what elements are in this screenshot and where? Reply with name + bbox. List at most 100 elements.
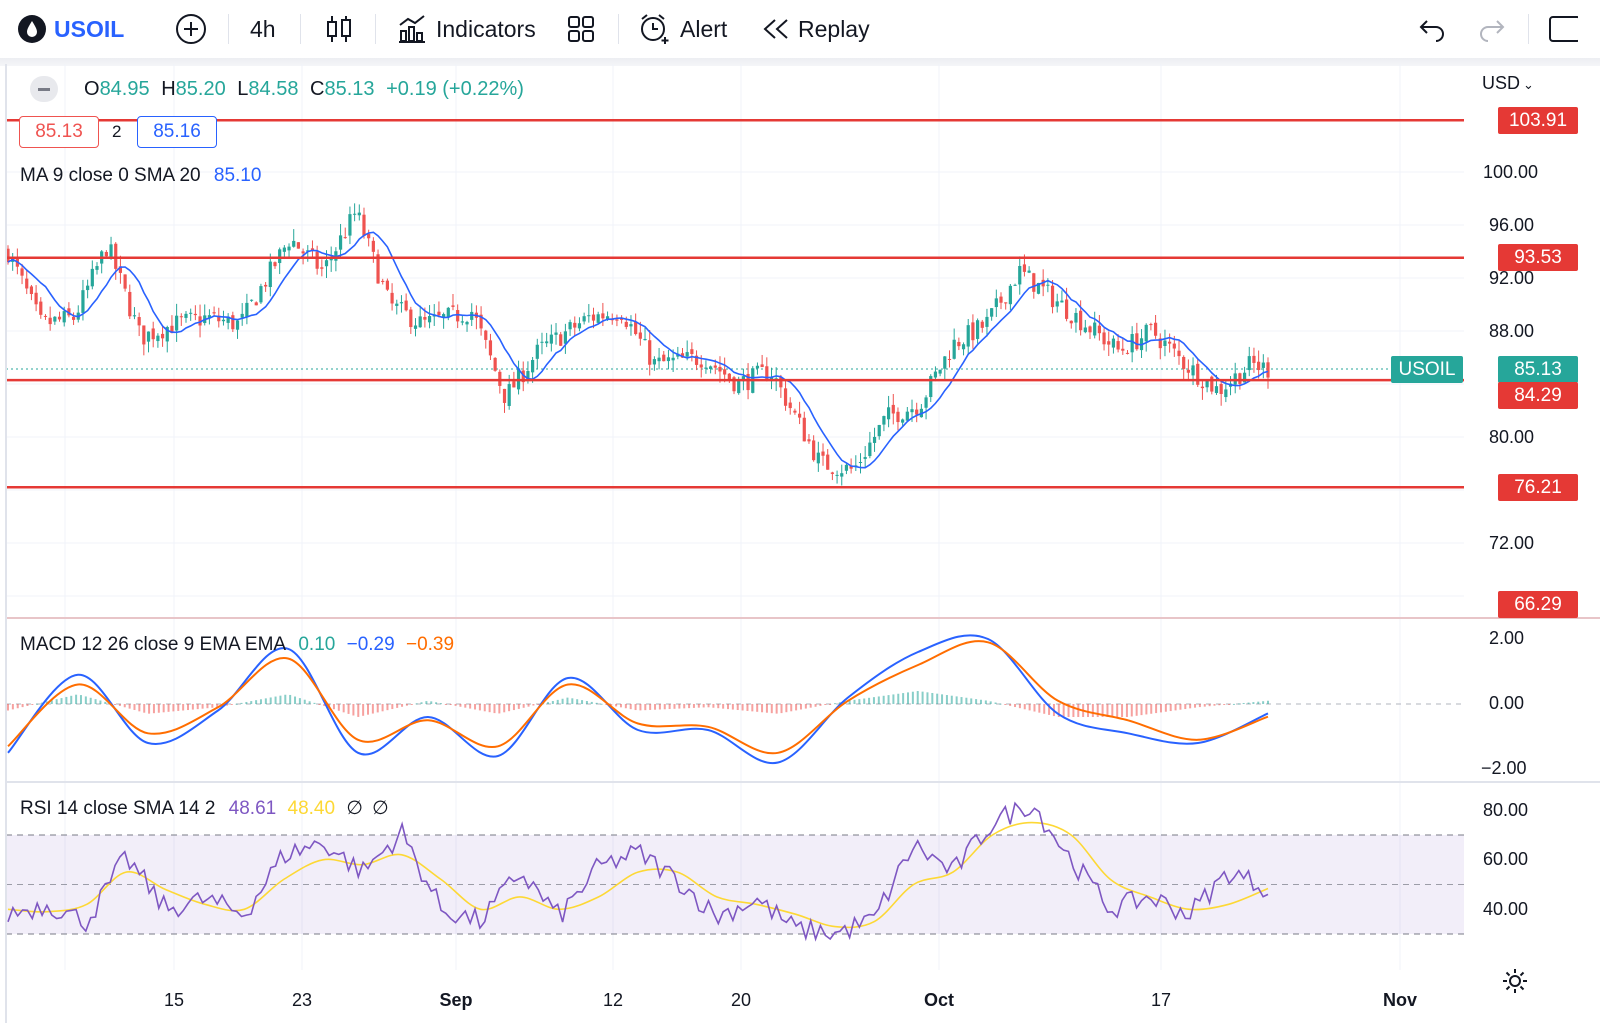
- macd-histogram-bar: [1145, 704, 1148, 715]
- macd-histogram-bar: [138, 704, 141, 712]
- candle-body: [292, 240, 296, 247]
- candle-body: [245, 302, 249, 318]
- candle: [896, 407, 900, 431]
- candle: [254, 301, 258, 306]
- level-price-tag[interactable]: 103.91: [1498, 107, 1578, 134]
- price-axis-label: 96.00: [1489, 215, 1535, 235]
- candle-body: [1144, 324, 1148, 342]
- candle: [638, 321, 642, 346]
- level-price-tag[interactable]: 84.29: [1498, 382, 1578, 409]
- macd-histogram-bar: [1189, 704, 1192, 709]
- compare-symbol-button[interactable]: [175, 0, 207, 58]
- candle: [437, 301, 441, 318]
- indicators-button[interactable]: Indicators: [396, 0, 536, 58]
- toolbar-divider: [228, 14, 229, 44]
- candle: [1257, 350, 1261, 379]
- ma-legend[interactable]: MA 9 close 0 SMA 20 85.10: [20, 165, 261, 187]
- candle: [109, 236, 113, 260]
- macd-histogram-bar: [1213, 704, 1216, 706]
- macd-histogram-bar: [600, 703, 603, 705]
- macd-histogram-bar: [1116, 704, 1119, 717]
- candle-body: [652, 359, 656, 365]
- replay-button[interactable]: Replay: [762, 0, 870, 58]
- interval-button[interactable]: 4h: [250, 0, 276, 58]
- candle-body: [573, 322, 577, 328]
- symbol-search[interactable]: USOIL: [18, 0, 124, 58]
- macd-histogram-bar: [50, 700, 53, 704]
- candle-body: [666, 357, 671, 362]
- layout-button[interactable]: [1548, 0, 1578, 58]
- last-price-tag: 85.13: [1498, 356, 1578, 383]
- candle: [844, 462, 849, 475]
- macd-histogram-bar: [75, 694, 78, 704]
- alert-button[interactable]: Alert: [638, 0, 727, 58]
- candle-body: [104, 251, 108, 257]
- macd-axis-label: −2.00: [1481, 758, 1527, 778]
- macd-histogram-bar: [298, 698, 301, 704]
- candle: [694, 350, 699, 371]
- candle-body: [797, 413, 802, 418]
- candle-body: [535, 344, 539, 359]
- candle: [779, 374, 783, 398]
- indicators-chart-icon: [399, 15, 425, 43]
- collapse-legend-button[interactable]: [30, 76, 58, 102]
- macd-histogram-bar: [435, 702, 438, 704]
- candle-body: [1257, 361, 1261, 371]
- candle: [474, 305, 479, 330]
- macd-histogram-bar: [1174, 704, 1177, 711]
- candle: [666, 349, 671, 370]
- buy-button[interactable]: 85.16: [137, 116, 217, 148]
- macd-histogram-bar: [746, 704, 749, 711]
- candle-body: [95, 266, 99, 270]
- candle: [788, 397, 792, 415]
- candle: [1186, 359, 1190, 382]
- macd-histogram-bar: [26, 704, 29, 706]
- macd-histogram-bar: [936, 693, 939, 704]
- candle: [320, 259, 324, 277]
- macd-histogram-bar: [191, 704, 194, 710]
- candle: [980, 319, 984, 333]
- macd-histogram-bar: [230, 704, 233, 705]
- level-price-tag[interactable]: 93.53: [1498, 244, 1578, 271]
- candle: [568, 319, 572, 336]
- rsi-axis-label: 60.00: [1483, 849, 1529, 869]
- macd-histogram-bar: [123, 704, 126, 708]
- chart-settings-button[interactable]: [1502, 968, 1528, 999]
- candle: [343, 227, 347, 239]
- candle-body: [812, 440, 816, 461]
- redo-button[interactable]: [1478, 0, 1506, 58]
- rsi-legend[interactable]: RSI 14 close SMA 14 2 48.61 48.40 ∅ ∅: [20, 797, 389, 820]
- macd-histogram-bar: [984, 700, 987, 704]
- level-price-tag[interactable]: 76.21: [1498, 474, 1578, 501]
- currency-selector[interactable]: USD ⌄: [1482, 73, 1534, 94]
- candle-body: [779, 376, 783, 388]
- alert-label: Alert: [680, 15, 728, 42]
- candle-body: [362, 214, 366, 236]
- candle-body: [994, 298, 998, 308]
- macd-histogram-bar: [362, 704, 365, 716]
- level-price-tag[interactable]: 66.29: [1498, 591, 1578, 618]
- undo-button[interactable]: [1418, 0, 1446, 58]
- candle-body: [437, 311, 441, 316]
- templates-button[interactable]: [567, 0, 595, 58]
- macd-histogram-bar: [459, 704, 462, 707]
- candle: [451, 293, 455, 311]
- macd-histogram-bar: [16, 704, 19, 709]
- macd-histogram-bar: [1067, 704, 1070, 717]
- macd-histogram-bar: [1179, 704, 1182, 710]
- macd-histogram-bar: [1130, 704, 1133, 717]
- candle-body: [324, 260, 329, 267]
- candle-body: [1060, 300, 1064, 303]
- candle: [1205, 379, 1209, 393]
- macd-histogram-bar: [877, 696, 880, 704]
- candle-body: [57, 316, 62, 320]
- macd-histogram-bar: [775, 704, 778, 714]
- candle-body: [249, 299, 254, 301]
- chart-type-button[interactable]: [325, 0, 353, 58]
- macd-legend[interactable]: MACD 12 26 close 9 EMA EMA 0.10 −0.29 −0…: [20, 634, 454, 656]
- candle: [53, 316, 57, 325]
- macd-histogram-bar: [945, 695, 948, 704]
- sell-button[interactable]: 85.13: [19, 116, 99, 148]
- macd-histogram-bar: [167, 704, 170, 712]
- chart-canvas[interactable]: [0, 64, 1600, 1023]
